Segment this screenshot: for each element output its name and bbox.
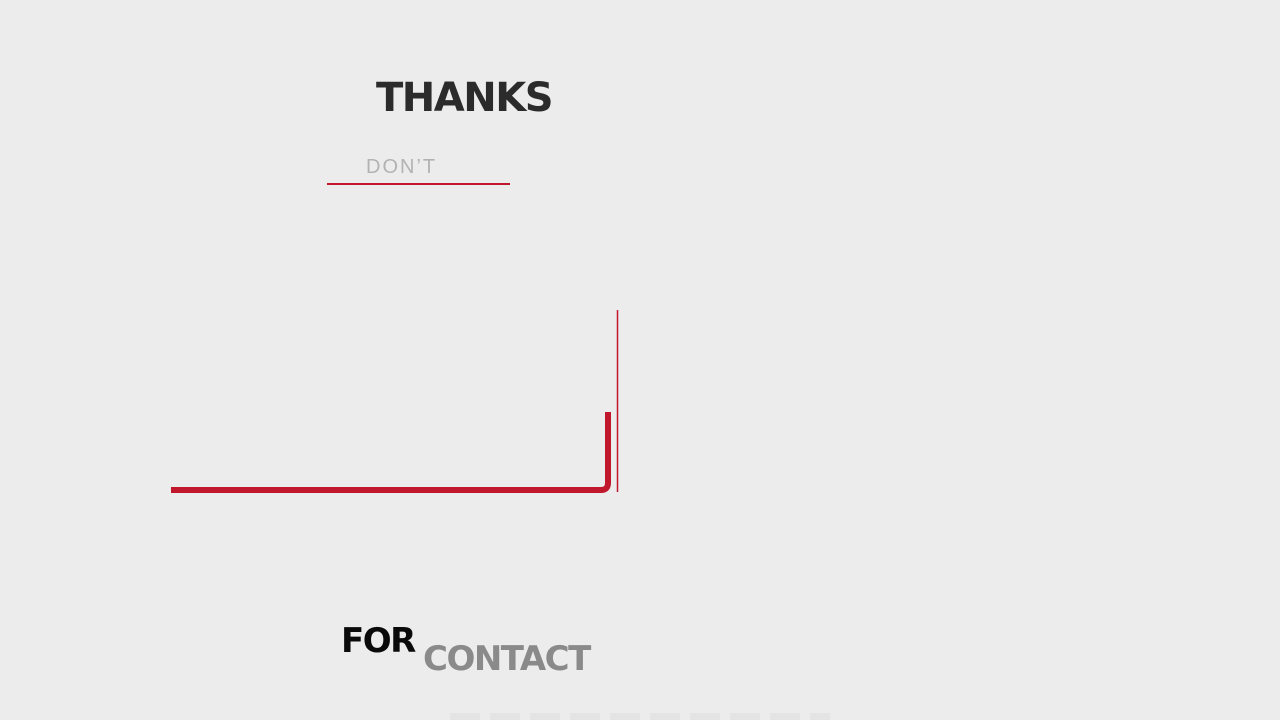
- word-contact: CONTACT: [423, 639, 591, 679]
- faded-text-line: [450, 713, 830, 720]
- subheading-underline: [327, 183, 510, 185]
- slide-heading: THANKS: [376, 75, 554, 121]
- slide-subheading: DON’T: [366, 156, 438, 178]
- word-for: FOR: [341, 621, 416, 661]
- bracket-thick-corner: [171, 412, 611, 493]
